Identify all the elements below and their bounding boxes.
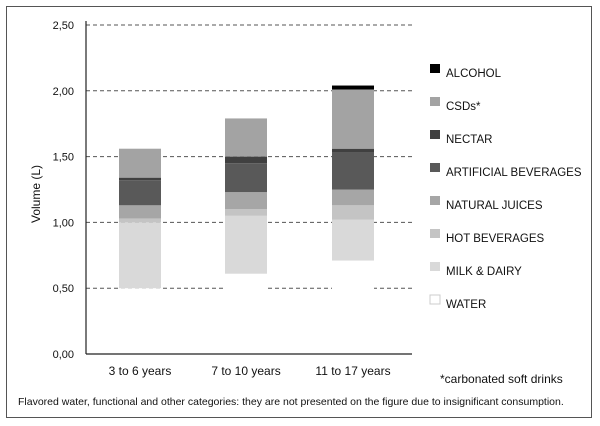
legend-swatch — [430, 196, 440, 205]
y-tick-labels: 0,00 0,50 1,00 1,50 2,00 2,50 — [53, 20, 74, 361]
bar-segment — [225, 209, 267, 216]
bar-segment — [332, 219, 374, 261]
bar-segment — [119, 177, 161, 181]
legend-label: ARTIFICIAL BEVERAGES — [446, 167, 582, 179]
bar-segment — [332, 260, 374, 354]
bar-segment — [119, 148, 161, 178]
legend-label: NECTAR — [446, 134, 492, 146]
legend-swatch — [430, 64, 440, 73]
y-tick-label: 2,50 — [53, 20, 74, 32]
bar-stack — [119, 148, 161, 354]
chart-frame — [6, 6, 592, 418]
bar-segment — [225, 215, 267, 274]
y-axis-label: Volume (L) — [29, 165, 43, 223]
bar-segment — [332, 189, 374, 206]
x-tick-labels: 3 to 6 years 7 to 10 years 11 to 17 years — [109, 364, 391, 378]
footnote: *carbonated soft drinks — [440, 372, 563, 386]
y-tick-label: 1,00 — [53, 217, 74, 229]
bar-segment — [225, 156, 267, 164]
bar-segment — [225, 163, 267, 193]
legend-swatch — [430, 229, 440, 238]
bar-segment — [332, 148, 374, 153]
bar-segment — [225, 118, 267, 157]
bar-segment — [225, 273, 267, 354]
axes — [85, 21, 412, 355]
bar-segment — [119, 180, 161, 206]
bar-segment — [332, 152, 374, 190]
x-tick-label: 7 to 10 years — [211, 364, 280, 378]
bar-segment — [225, 192, 267, 210]
legend-swatch — [430, 262, 440, 271]
legend-label: CSDs* — [446, 101, 481, 113]
bar-segment — [332, 89, 374, 149]
legend: ALCOHOL CSDs* NECTAR ARTIFICIAL BEVERAGES NA… — [429, 64, 582, 311]
bar-segment — [119, 205, 161, 219]
x-tick-label: 3 to 6 years — [109, 364, 172, 378]
bar-segment — [119, 288, 161, 354]
legend-swatch — [430, 97, 440, 106]
y-tick-label: 2,00 — [53, 86, 74, 98]
legend-label: HOT BEVERAGES — [446, 233, 545, 245]
bars — [119, 85, 374, 354]
legend-label: NATURAL JUICES — [446, 200, 543, 212]
bottom-note: Flavored water, functional and other cat… — [18, 396, 564, 408]
legend-label: ALCOHOL — [446, 68, 502, 80]
bar-stack — [225, 118, 267, 354]
bar-segment — [332, 85, 374, 90]
y-tick-label: 0,00 — [53, 349, 74, 361]
bar-segment — [119, 218, 161, 223]
legend-swatch — [430, 130, 440, 139]
y-tick-label: 1,50 — [53, 152, 74, 164]
legend-swatch — [429, 294, 441, 305]
bar-segment — [332, 205, 374, 220]
legend-label: MILK & DAIRY — [446, 266, 522, 278]
y-tick-label: 0,50 — [53, 283, 74, 295]
bar-stack — [332, 85, 374, 354]
bar-segment — [119, 222, 161, 289]
legend-label: WATER — [446, 299, 486, 311]
x-tick-label: 11 to 17 years — [315, 364, 390, 378]
legend-swatch — [430, 163, 440, 172]
